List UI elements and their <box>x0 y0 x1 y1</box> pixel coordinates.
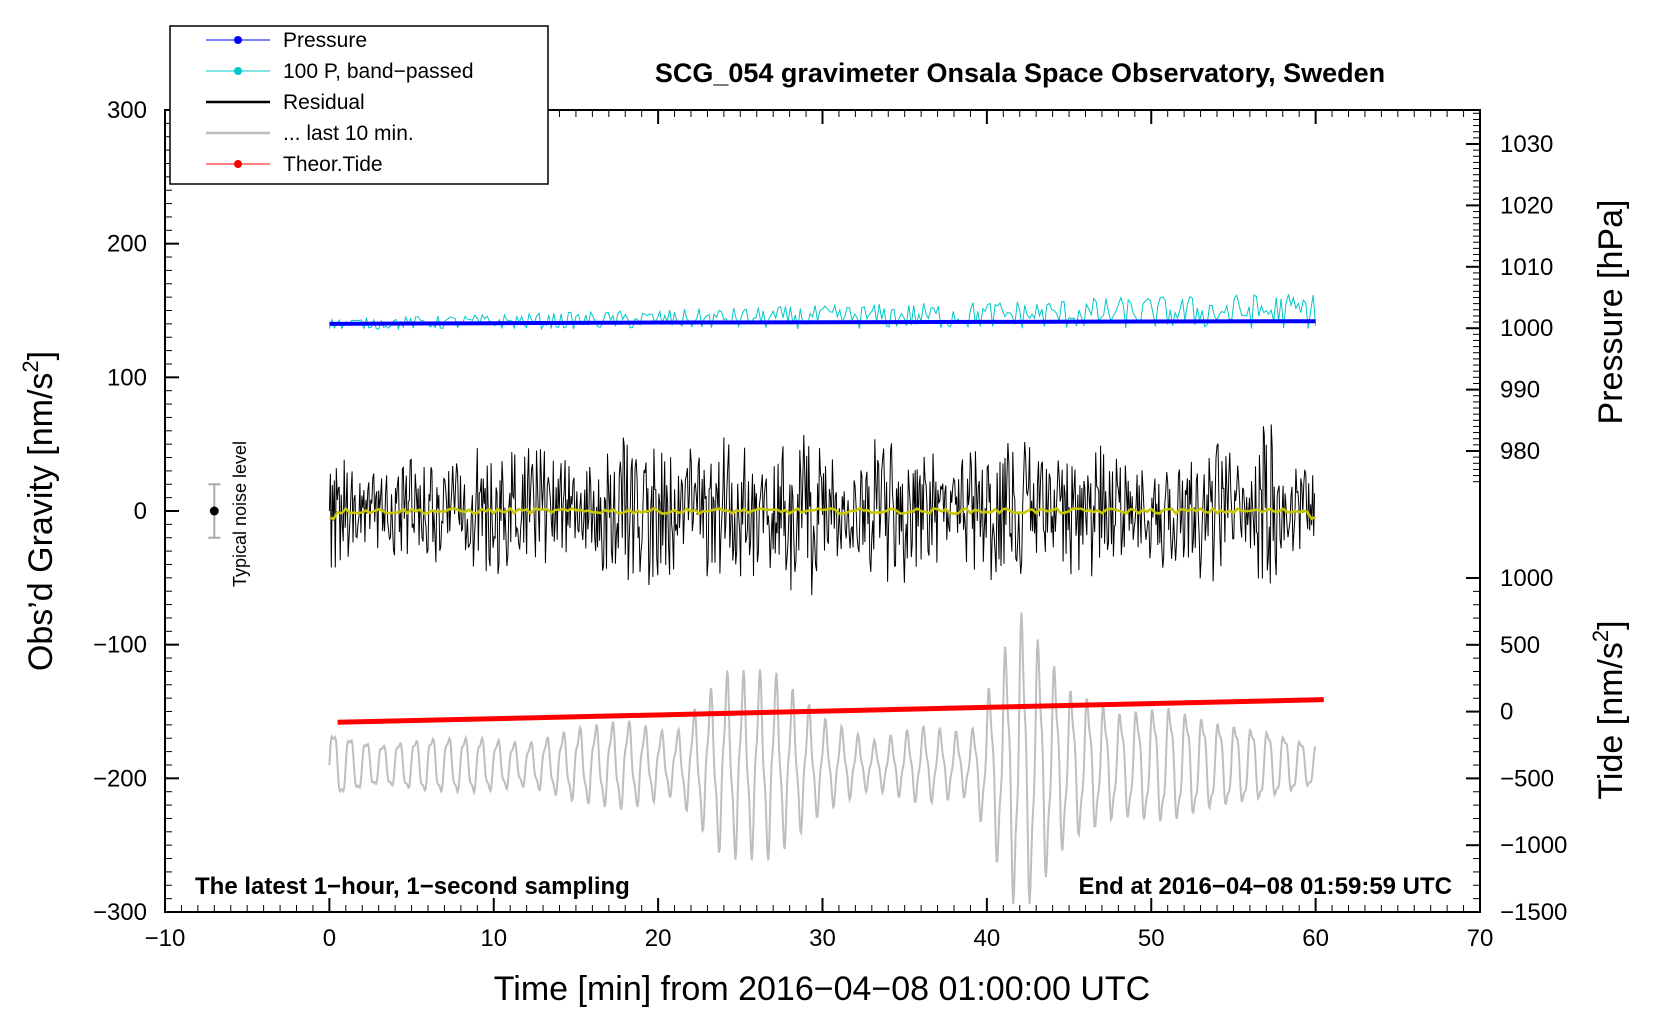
x-tick-label: 60 <box>1302 925 1329 952</box>
legend-marker <box>234 67 242 75</box>
y-tick-label: 300 <box>107 97 147 124</box>
chart-title: SCG_054 gravimeter Onsala Space Observat… <box>655 58 1385 88</box>
noise-indicator <box>208 483 221 539</box>
x-tick-label: −10 <box>145 925 186 952</box>
x-axis-title: Time [min] from 2016−04−08 01:00:00 UTC <box>494 970 1150 1008</box>
tide-axis-title-sup: 2 <box>1588 630 1613 642</box>
y-tick-label: −100 <box>93 632 147 659</box>
tide-axis-title-main: Tide [nm/s <box>1592 642 1630 799</box>
legend-label: Residual <box>283 91 365 114</box>
pressure-tick-label: 1000 <box>1500 315 1553 342</box>
tide-tick-label: 0 <box>1500 699 1513 726</box>
note-right: End at 2016−04−08 01:59:59 UTC <box>1078 873 1452 900</box>
tide-tick-label: −1500 <box>1500 899 1567 926</box>
note-left: The latest 1−hour, 1−second sampling <box>195 873 630 900</box>
y-axis-gravity: −300 −200 −100 0 100 200 300 <box>93 97 179 926</box>
y-tick-label: 100 <box>107 364 147 391</box>
y-axis-title-sup: 2 <box>18 360 43 372</box>
pressure-tick-label: 990 <box>1500 377 1540 404</box>
y-tick-label: 0 <box>134 498 147 525</box>
series-pressure <box>329 319 1316 326</box>
pressure-axis-title: Pressure [hPa] <box>1592 200 1630 425</box>
tide-tick-label: −1000 <box>1500 832 1567 859</box>
y-axis-pressure: 980 990 1000 1010 1020 1030 <box>1466 112 1553 483</box>
x-tick-label: 10 <box>480 925 507 952</box>
series-residual-smoothed <box>328 506 1317 521</box>
y-tick-label: −200 <box>93 765 147 792</box>
pressure-tick-label: 980 <box>1500 438 1540 465</box>
noise-label: Typical noise level <box>230 441 250 587</box>
y-axis-title: Obs’d Gravity [nm/s2] <box>18 351 60 671</box>
series-residual <box>328 424 1316 596</box>
legend-marker <box>234 160 242 168</box>
tide-tick-label: 500 <box>1500 632 1540 659</box>
pressure-tick-label: 1010 <box>1500 254 1553 281</box>
x-tick-label: 70 <box>1467 925 1494 952</box>
legend-marker <box>234 36 242 44</box>
tide-axis-title: Tide [nm/s2] <box>1588 620 1630 799</box>
legend: Pressure 100 P, band−passed Residual ... la… <box>169 25 549 185</box>
x-tick-label: 30 <box>809 925 836 952</box>
y-tick-label: 200 <box>107 231 147 258</box>
pressure-tick-label: 1020 <box>1500 192 1553 219</box>
x-tick-label: 0 <box>323 925 336 952</box>
legend-label: ... last 10 min. <box>283 122 414 145</box>
noise-center-dot <box>209 506 219 516</box>
legend-label: Pressure <box>283 29 367 52</box>
tide-tick-label: 1000 <box>1500 565 1553 592</box>
y-axis-tide: −1500 −1000 −500 0 500 1000 <box>1466 565 1567 926</box>
pressure-tick-label: 1030 <box>1500 131 1553 158</box>
y-axis-title-main: Obs’d Gravity [nm/s <box>22 373 60 672</box>
y-axis-title-end: ] <box>22 351 60 360</box>
legend-box <box>169 25 549 185</box>
x-tick-label: 50 <box>1138 925 1165 952</box>
tide-tick-label: −500 <box>1500 765 1554 792</box>
x-axis: −10 0 10 20 30 40 50 60 70 <box>145 110 1494 952</box>
tide-axis-title-end: ] <box>1592 620 1630 629</box>
x-tick-label: 20 <box>645 925 672 952</box>
series-layer <box>328 294 1324 905</box>
x-tick-label: 40 <box>974 925 1001 952</box>
legend-label: 100 P, band−passed <box>283 60 474 83</box>
y-tick-label: −300 <box>93 899 147 926</box>
series-last-10-min <box>328 612 1317 905</box>
legend-label: Theor.Tide <box>283 153 383 176</box>
series-theoretical-tide <box>337 697 1324 725</box>
